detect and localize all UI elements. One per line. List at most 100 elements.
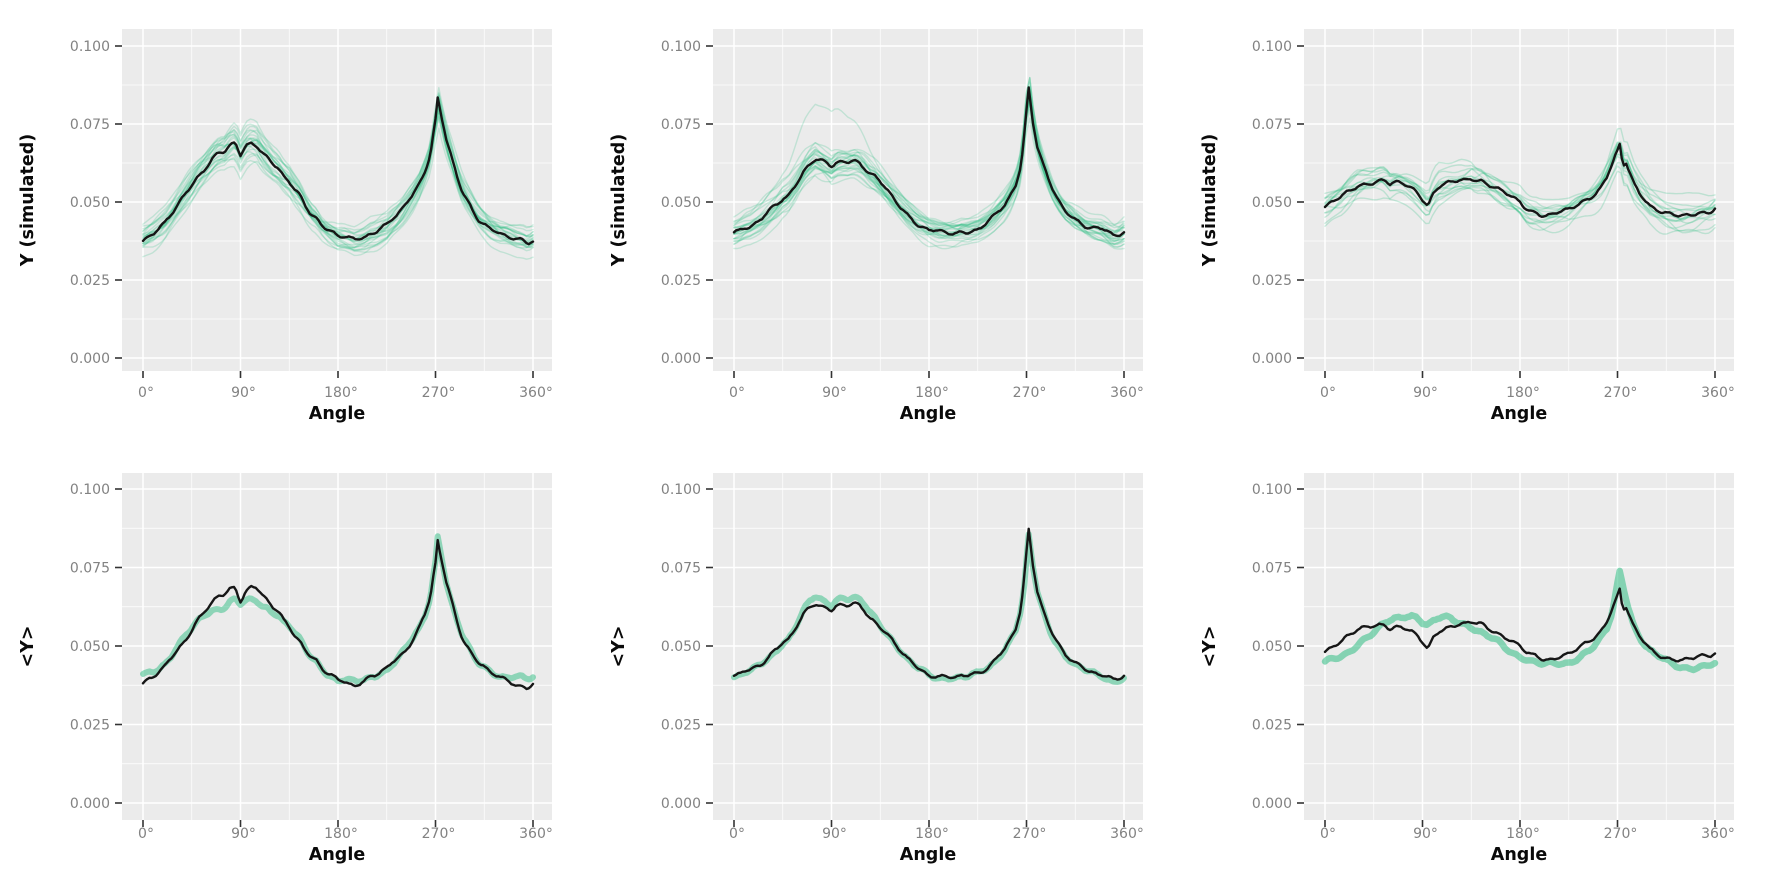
simulated-trace [733,98,1125,235]
panel-bottom-left-chart: 0.000 0.025 0.050 0.075 0.100 0° 90° 180° 270° 36… [18,473,553,865]
x-tick-label: 360° [1110,826,1144,842]
x-tick-label: 180° [915,826,949,842]
y-tick-label: 0.100 [1252,482,1292,498]
panel-bottom-right-chart: 0.000 0.025 0.050 0.075 0.100 0° 90° 180° 270° 36… [1200,473,1735,865]
mean-line [1323,142,1717,218]
y-tick-label: 0.075 [1252,117,1292,133]
y-tick-label: 0.075 [70,117,110,133]
x-tick-label: 90° [1413,385,1438,401]
y-tick-label: 0.050 [70,195,110,211]
y-tick-label: 0.000 [70,351,110,367]
simulated-trace [1324,143,1716,225]
expected-band-line [140,533,536,685]
x-tick-label: 0° [138,826,154,842]
simulated-trace [142,98,534,251]
y-axis-title: Y (simulated) [609,134,629,267]
simulated-trace [1324,143,1716,218]
x-axis-title: Angle [900,845,957,865]
y-tick-label: 0.075 [1252,561,1292,577]
simulated-trace [733,92,1125,245]
panel-top-right-chart: 0.000 0.025 0.050 0.075 0.100 0° 90° 180° 270° 36… [1200,29,1735,424]
x-tick-label: 0° [729,826,745,842]
y-tick-label: 0.025 [1252,273,1292,289]
y-tick-label: 0.050 [661,639,701,655]
simulated-trace [1324,148,1716,225]
x-tick-label: 180° [324,385,358,401]
y-axis-title: Y (simulated) [18,134,38,267]
x-tick-label: 360° [519,826,553,842]
x-tick-label: 360° [1110,385,1144,401]
cell-bottom-middle: 0.000 0.025 0.050 0.075 0.100 0° 90° 180° 270° 36… [591,443,1182,887]
y-tick-label: 0.100 [70,482,110,498]
y-tick-label: 0.000 [661,351,701,367]
y-axis-title: <Y> [18,626,38,668]
cell-bottom-left: 0.000 0.025 0.050 0.075 0.100 0° 90° 180° 270° 36… [0,443,591,887]
x-tick-label: 360° [519,385,553,401]
mean-line [141,538,535,691]
simulated-trace [1324,162,1716,231]
x-tick-label: 180° [1506,385,1540,401]
x-tick-label: 90° [231,385,256,401]
x-tick-label: 90° [822,385,847,401]
y-tick-label: 0.000 [1252,351,1292,367]
simulated-trace [1324,153,1716,235]
simulated-trace [1324,145,1716,234]
y-tick-label: 0.100 [70,39,110,55]
mean-line [141,96,535,246]
x-tick-label: 270° [1604,385,1638,401]
x-tick-label: 90° [231,826,256,842]
expected-band-line [1321,567,1719,674]
simulated-trace [142,97,534,246]
y-tick-label: 0.000 [70,796,110,812]
y-tick-label: 0.075 [661,117,701,133]
simulated-trace [142,92,534,250]
panel-bottom-middle-chart: 0.000 0.025 0.050 0.075 0.100 0° 90° 180° 270° 36… [609,473,1144,865]
simulated-trace [733,91,1125,237]
simulated-trace [142,99,534,248]
simulated-trace [142,112,534,238]
x-axis-title: Angle [900,404,957,424]
simulated-trace [733,88,1125,250]
simulated-trace [142,123,534,249]
cell-top-left: 0.000 0.025 0.050 0.075 0.100 0° 90° 180° 270° 36… [0,0,591,443]
x-tick-label: 0° [1320,385,1336,401]
cell-top-right: 0.000 0.025 0.050 0.075 0.100 0° 90° 180° 270° 36… [1182,0,1773,443]
simulated-trace [142,109,534,257]
x-axis-title: Angle [309,404,366,424]
y-tick-label: 0.050 [661,195,701,211]
simulated-trace [142,108,534,252]
y-tick-label: 0.050 [70,639,110,655]
x-tick-label: 270° [1013,826,1047,842]
cell-bottom-right: 0.000 0.025 0.050 0.075 0.100 0° 90° 180° 270° 36… [1182,443,1773,887]
x-tick-label: 180° [1506,826,1540,842]
simulated-trace [142,108,534,249]
y-axis-title: Y (simulated) [1200,134,1220,267]
simulated-trace [142,116,534,248]
x-tick-label: 270° [1604,826,1638,842]
panel-top-left-chart: 0.000 0.025 0.050 0.075 0.100 0° 90° 180° 270° 36… [18,29,553,424]
panel-top-middle-chart: 0.000 0.025 0.050 0.075 0.100 0° 90° 180° 270° 36… [609,29,1144,424]
y-tick-label: 0.050 [1252,639,1292,655]
y-tick-label: 0.000 [1252,796,1292,812]
x-axis-title: Angle [1491,845,1548,865]
simulated-trace [1324,168,1716,222]
simulated-trace [142,87,534,245]
simulated-trace [733,92,1125,243]
x-tick-label: 270° [422,826,456,842]
y-tick-label: 0.075 [70,561,110,577]
simulated-trace [1324,146,1716,223]
x-tick-label: 0° [1320,826,1336,842]
mean-line [1323,587,1717,663]
simulated-trace [733,93,1125,234]
simulated-trace [1324,153,1716,216]
simulated-trace [142,104,534,243]
y-tick-label: 0.025 [70,273,110,289]
simulated-trace [1324,145,1716,229]
x-tick-label: 90° [1413,826,1438,842]
y-axis-title: <Y> [609,626,629,668]
y-axis-title: <Y> [1200,626,1220,668]
x-tick-label: 360° [1701,385,1735,401]
cell-top-middle: 0.000 0.025 0.050 0.075 0.100 0° 90° 180° 270° 36… [591,0,1182,443]
x-axis-title: Angle [309,845,366,865]
mean-line [732,86,1126,238]
